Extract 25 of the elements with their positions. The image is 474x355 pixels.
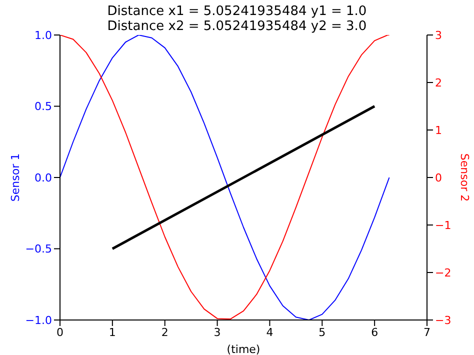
y2-tick-label: −2 — [435, 266, 452, 280]
y2-tick-label: −1 — [435, 218, 452, 232]
y2-tick-label: 1 — [435, 124, 442, 137]
y2-tick-label: 0 — [435, 171, 442, 184]
x-tick-label: 7 — [424, 326, 430, 339]
y-tick-label: −0.5 — [25, 242, 52, 256]
y2-axis-title: Sensor 2 — [458, 153, 472, 202]
y-tick-label: 0.5 — [34, 100, 52, 114]
y-tick-label: 1.0 — [34, 28, 52, 42]
y-tick-label: 0.0 — [34, 171, 52, 184]
x-tick-label: 1 — [108, 326, 116, 339]
x-tick-label: 0 — [56, 326, 64, 339]
x-tick-label: 4 — [266, 326, 274, 339]
x-tick-label: 6 — [371, 326, 378, 339]
chart-title: Distance x1 = 5.05241935484 y1 = 1.0 — [106, 4, 368, 19]
y-axis-title: Sensor 1 — [8, 153, 22, 202]
y2-tick-label: 2 — [435, 76, 442, 90]
y2-tick-label: −3 — [435, 314, 452, 327]
x-tick-label: 2 — [161, 326, 168, 339]
x-axis-title: (time) — [226, 343, 260, 355]
chart-subtitle: Distance x2 = 5.05241935484 y2 = 3.0 — [107, 19, 367, 34]
x-tick-label: 5 — [318, 326, 326, 339]
y-tick-label: −1.0 — [25, 314, 52, 327]
x-tick-label: 3 — [214, 326, 221, 339]
y2-tick-label: 3 — [435, 28, 442, 42]
